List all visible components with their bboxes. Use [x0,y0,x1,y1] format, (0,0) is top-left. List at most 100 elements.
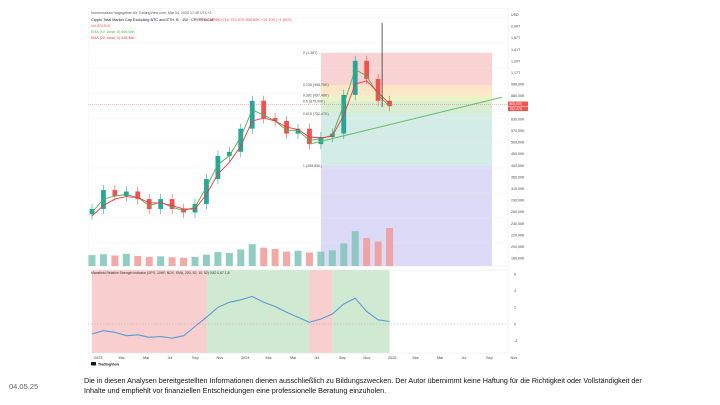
price-axis-label: 400,00K [511,164,525,168]
x-tick-label: Mrz [413,356,419,360]
x-tick-label: Jul [462,356,467,360]
volume-bar [225,252,233,266]
candle-body [146,199,152,209]
x-tick-label: 2025 [388,356,396,360]
price-badge [508,101,528,107]
candle-body [352,60,358,95]
price-axis-label: 880,00K [511,94,525,98]
ema-slow-line [91,80,390,217]
ema-slow-label: EMA (20, close, 0) 826,46K [91,36,135,40]
volume-bar [294,250,302,266]
price-axis-label: 2,00T [511,25,521,29]
price-axis-label: 1,17T [511,71,521,75]
volume-bar [328,250,336,266]
price-axis-label: USD [511,13,519,17]
candle-body [272,118,278,121]
projection-zone [320,165,492,266]
price-axis-label: 1,20T [511,59,521,63]
candle-body [295,128,301,134]
rs-axis-label: 2 [514,306,516,310]
fib-label: 0 (1,36T) [303,51,318,55]
fib-zone [320,85,492,96]
candle-body [123,191,129,196]
rs-line [91,295,390,339]
rs-pane-border [87,269,509,354]
date-stamp: 04.05.25 [9,382,39,391]
x-tick-label: 2023 [94,356,102,360]
price-badge [508,106,528,112]
price-axis-label: 630,00K [511,117,525,121]
rs-axis-label: 6 [514,272,516,276]
price-badge-text: 808,60K [510,102,523,106]
fib-label: 0,618 (752,47K) [303,112,329,116]
price-axis-label: 260,00K [511,210,525,214]
footer-brand: TradingView [98,363,119,367]
published-label: bonnemaisao hoigegeben für TradingView.c… [91,11,212,15]
price-axis-label: 310,00K [511,187,525,191]
volume-bar [237,249,245,266]
volume-label: Vol 870,51K [91,24,111,28]
candle-body [112,190,118,196]
candle-body [215,155,221,180]
volume-bar [283,251,291,266]
fib-label: 0,236 (998,76K) [303,83,329,87]
volume-bar [145,256,153,266]
candle-body [204,179,209,204]
indicator-label: Mansfield Relative Strength indicator (S… [91,271,230,275]
x-tick-label: Sep [486,356,493,360]
volume-bar [122,253,130,266]
price-axis-label: 220,00K [511,233,525,237]
ema-fast-line [91,68,390,213]
candle-body [135,191,141,200]
candle-body [307,128,312,145]
x-tick-label: Mrz [119,356,125,360]
price-axis-label: 200,00K [511,245,525,249]
price-axis-label: 180,00K [511,257,525,261]
volume-bar [180,257,188,266]
x-tick-label: Sep [339,356,346,360]
volume-bar [157,256,165,266]
symbol-line: Crypto Total Market Cap Excluding BTC an… [91,18,215,22]
candle-body [89,208,95,215]
candle-body [364,60,370,79]
tradingview-chart: 0 (1,36T) 0,236 (998,76K) 0,382 (897,48K) 0… [87,7,534,370]
ema-fast-label: EMA (10, close, 0) 806,08K [91,30,135,34]
price-axis-label: 240,00K [511,222,525,226]
rs-axis-label: -2 [514,339,517,343]
candle-body [158,199,164,209]
price-axis-label: 500,00K [511,141,525,145]
volume-bar [99,254,107,266]
candle-body [169,199,175,209]
volume-bar [386,228,394,266]
fib-zone [320,52,492,86]
volume-bar [351,231,359,266]
volume-bar [374,241,382,266]
x-tick-label: Jul [168,356,173,360]
candle-body [318,137,324,145]
volume-bar [168,257,176,266]
x-tick-label: Mai [143,356,149,360]
fib-label: 0,382 (897,48K) [303,94,329,98]
volume-bar [260,247,268,266]
rs-zone [332,270,390,353]
volume-bar [88,255,96,266]
volume-bar [340,243,348,266]
x-tick-label: Nov [364,356,371,360]
fib-zone [320,113,492,166]
x-tick-label: Nov [217,356,224,360]
candle-body [238,128,244,152]
rs-zone [92,270,207,353]
trend-line [309,96,503,145]
candle-body [261,100,267,119]
x-tick-label: Mai [437,356,443,360]
volume-bar [271,248,279,266]
x-tick-label: Jul [315,356,320,360]
volume-bar [134,255,142,266]
fib-zone [320,95,492,102]
volume-bar [317,251,325,266]
disclaimer-text: Die in diesen Analysen bereitgestellten … [84,376,642,395]
price-axis-label: 450,00K [511,152,525,156]
volume-bar [248,244,256,266]
x-tick-label: Nov [511,356,518,360]
tradingview-logo: TradingView [91,362,119,367]
